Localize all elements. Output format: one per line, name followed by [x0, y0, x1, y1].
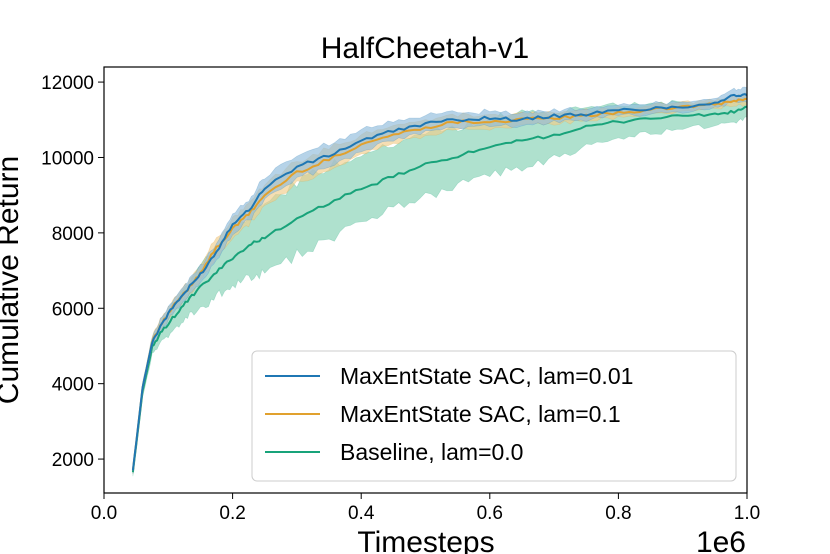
legend-box	[251, 350, 737, 482]
series-line-3	[131, 105, 747, 473]
y-axis-ticks: 2000 4000 6000 8000 10000 12000	[41, 73, 104, 471]
x-tick-label: 0.4	[348, 503, 375, 524]
legend: MaxEntState SAC, lam=0.01 MaxEntState SAC…	[251, 350, 737, 482]
x-axis-ticks: 0.0 0.2 0.4 0.6 0.8 1.0	[91, 493, 760, 524]
y-tick-label: 4000	[52, 375, 94, 396]
series-band-1	[132, 86, 747, 475]
legend-label-2: MaxEntState SAC, lam=0.1	[340, 401, 621, 427]
y-tick-label: 2000	[52, 450, 94, 471]
x-axis-offset-label: 1e6	[696, 526, 746, 554]
series-line-1	[131, 93, 747, 471]
legend-label-1: MaxEntState SAC, lam=0.01	[340, 363, 633, 389]
x-tick-label: 0.2	[219, 503, 245, 524]
series-lines	[131, 93, 747, 473]
y-tick-label: 12000	[41, 73, 94, 94]
y-tick-label: 10000	[41, 148, 94, 169]
x-axis-label: Timesteps	[357, 526, 494, 554]
y-axis-label: Cumulative Return	[0, 156, 25, 404]
y-tick-label: 6000	[52, 299, 94, 320]
x-tick-label: 1.0	[734, 503, 760, 524]
legend-label-3: Baseline, lam=0.0	[340, 439, 523, 465]
y-tick-label: 8000	[52, 224, 94, 245]
x-tick-label: 0.6	[477, 503, 503, 524]
x-tick-label: 0.8	[605, 503, 631, 524]
chart-title: HalfCheetah-v1	[321, 32, 529, 65]
confidence-bands	[132, 86, 747, 477]
plot-frame	[103, 66, 748, 494]
x-tick-label: 0.0	[91, 503, 117, 524]
